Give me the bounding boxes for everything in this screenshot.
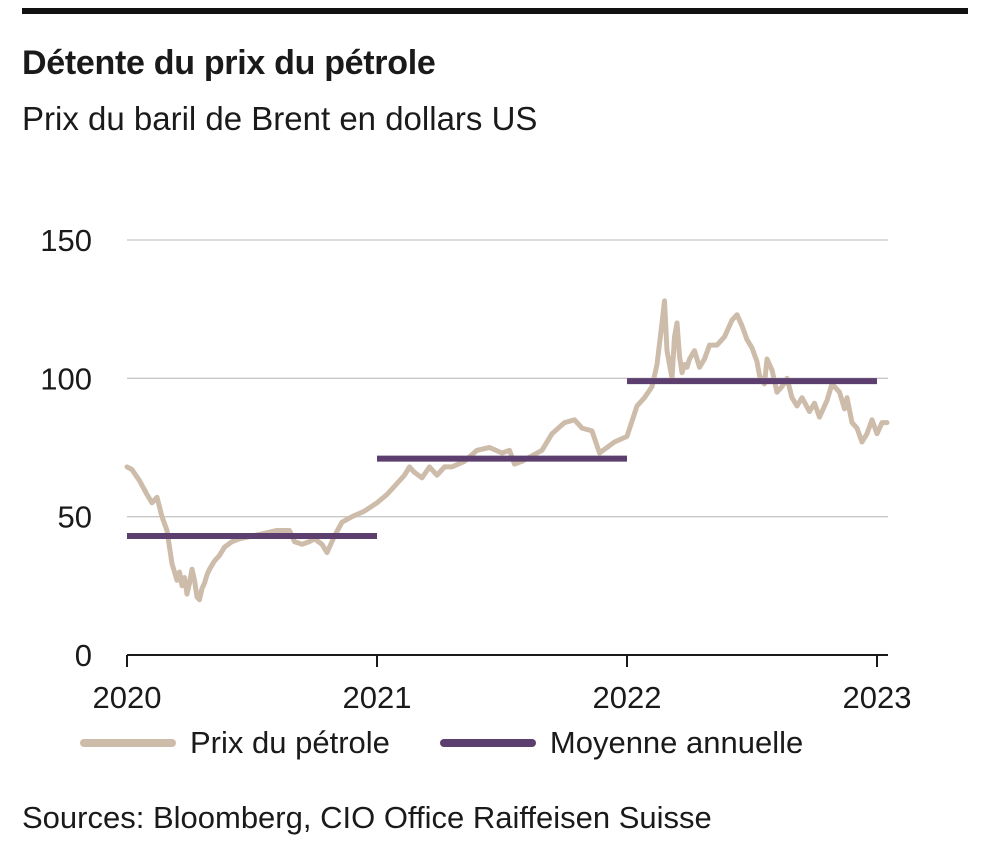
x-tick-label: 2023 (843, 680, 912, 715)
chart-title: Détente du prix du pétrole (22, 44, 436, 82)
legend-swatch-annual-mean (439, 739, 536, 747)
top-rule (22, 8, 968, 14)
x-axis: 2020 2021 2022 2023 (93, 654, 912, 715)
y-tick-label: 0 (75, 638, 92, 673)
legend-item-annual-mean: Moyenne annuelle (439, 725, 804, 761)
legend: Prix du pétrole Moyenne annuelle (80, 725, 853, 761)
series-group (124, 298, 890, 603)
y-axis-ticks: 0 50 100 150 (40, 223, 92, 673)
x-tick-label: 2022 (593, 680, 662, 715)
legend-item-oil-price: Prix du pétrole (80, 725, 390, 761)
legend-label-oil-price: Prix du pétrole (190, 725, 390, 760)
oil-price-line (124, 298, 890, 603)
x-tick-label: 2021 (343, 680, 412, 715)
y-tick-label: 100 (40, 361, 92, 396)
chart-subtitle: Prix du baril de Brent en dollars US (22, 100, 538, 137)
source-note: Sources: Bloomberg, CIO Office Raiffeise… (22, 800, 712, 835)
legend-swatch-oil-price (80, 739, 176, 747)
y-tick-label: 150 (40, 223, 92, 258)
legend-label-annual-mean: Moyenne annuelle (549, 725, 804, 760)
x-tick-label: 2020 (93, 680, 162, 715)
y-tick-label: 50 (58, 500, 92, 535)
